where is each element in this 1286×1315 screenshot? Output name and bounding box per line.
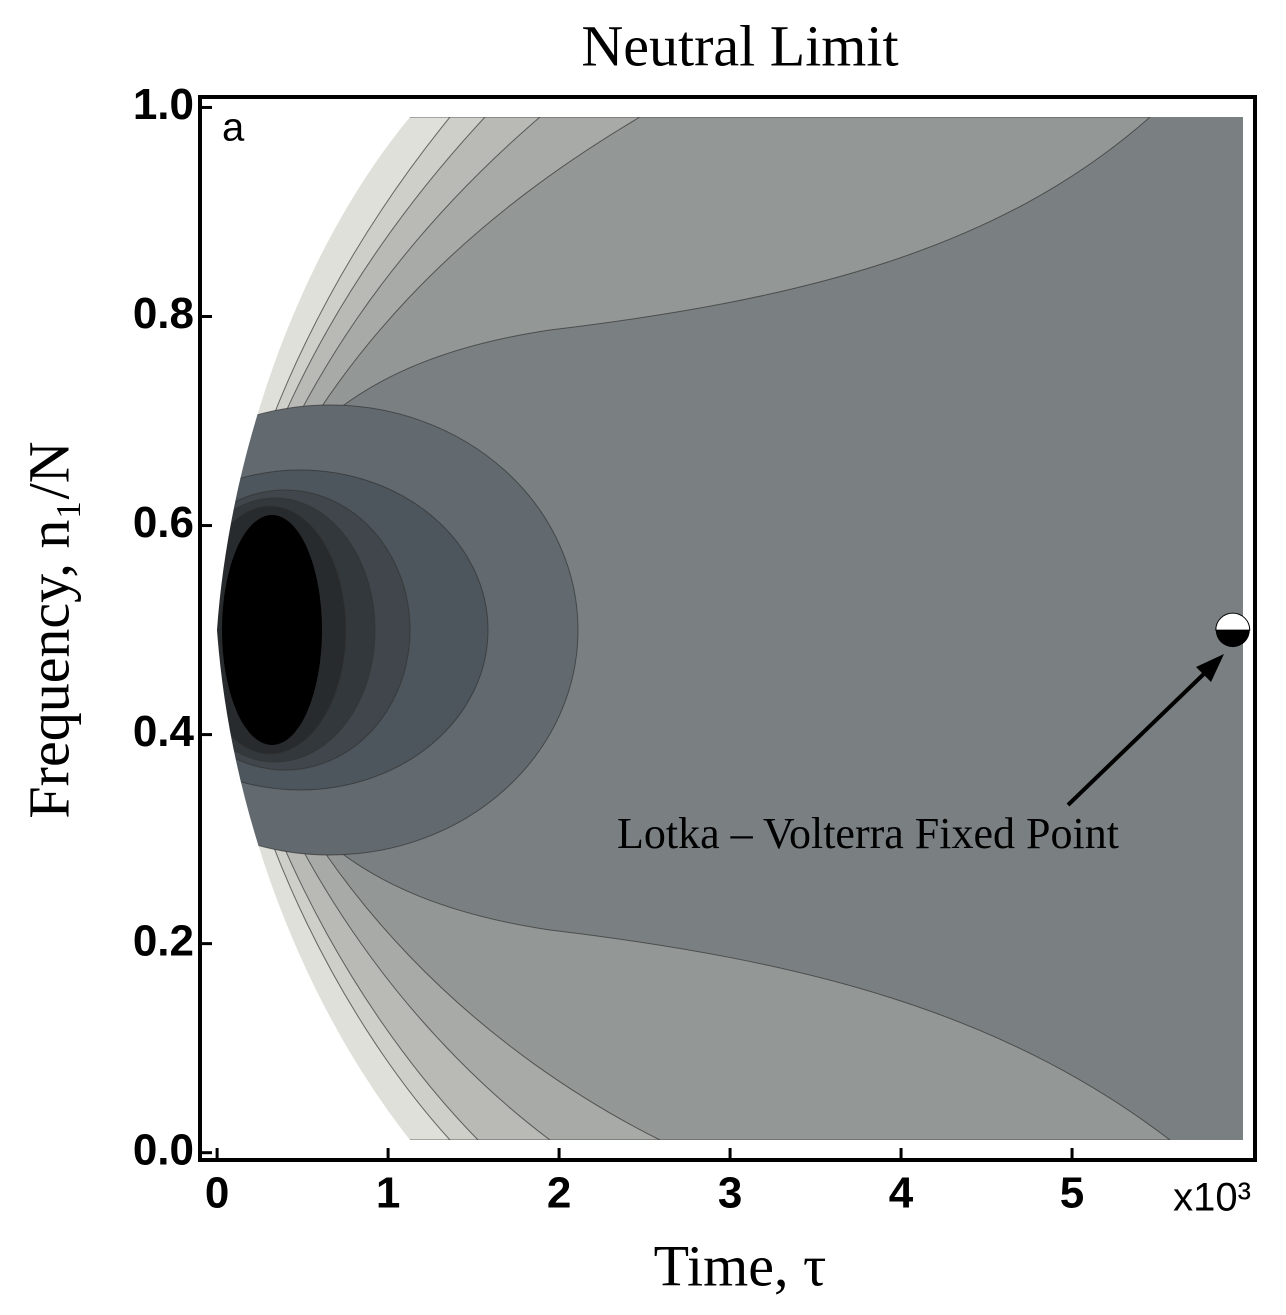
contour-band	[222, 515, 322, 745]
fixed-point-bottom	[1215, 630, 1250, 648]
x-tick-label: 0	[205, 1169, 229, 1218]
x-tick-label: 5	[1060, 1169, 1084, 1218]
arrow-head	[1196, 654, 1224, 682]
panel-label: a	[222, 106, 245, 150]
x-tick-label: 3	[718, 1169, 742, 1218]
x-tick-label: 1	[376, 1169, 400, 1218]
domain-boundary	[217, 117, 410, 1140]
annotation: Lotka – Volterra Fixed Point	[617, 809, 1119, 858]
x-multiplier: x10³	[1173, 1176, 1251, 1220]
fixed-point-top	[1215, 612, 1251, 631]
annotation-arrow	[1066, 666, 1212, 807]
x-tick-label: 2	[547, 1169, 571, 1218]
y-tick-label: 0.8	[133, 289, 194, 338]
x-tick-label: 4	[889, 1169, 914, 1218]
chart-title: Neutral Limit	[581, 13, 898, 78]
y-tick-label: 0.6	[133, 498, 194, 547]
y-tick-label: 1.0	[133, 80, 194, 129]
x-axis-label: Time, τ	[654, 1233, 827, 1298]
y-tick-label: 0.4	[133, 707, 195, 756]
plot-frame	[198, 95, 1257, 1162]
contour-field	[217, 117, 1243, 1140]
y-tick-label: 0.0	[133, 1125, 194, 1174]
y-axis-label: Frequency, n₁/N	[16, 441, 81, 818]
y-tick-label: 0.2	[133, 916, 194, 965]
